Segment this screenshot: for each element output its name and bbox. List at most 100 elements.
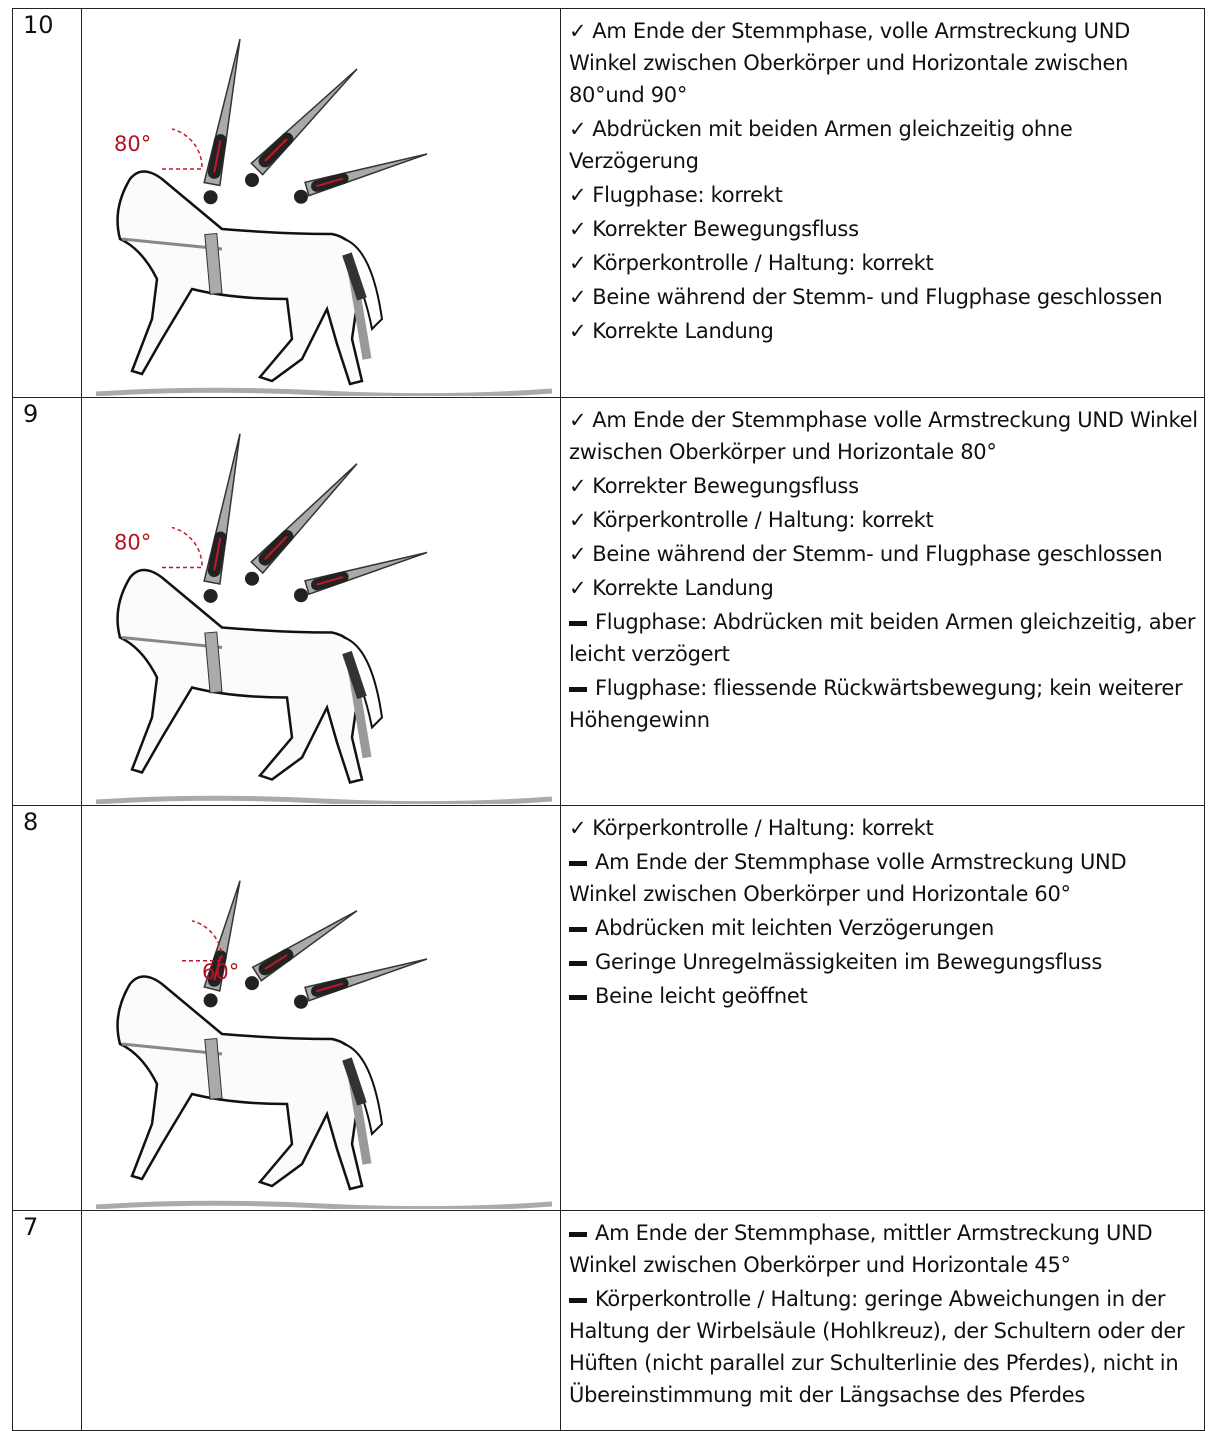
criterion-text: Korrekter Bewegungsfluss [592,217,859,241]
dash-mark: ▬ [569,960,587,966]
horse [116,568,364,784]
vaulter-head [294,588,308,603]
illustration: 80° [95,433,553,804]
check-mark: ✓ [569,183,587,207]
vaulter-leg-red [342,1057,367,1106]
vaulter-head [294,189,308,204]
image-cell [81,1210,561,1431]
illustration: 80° [95,38,553,396]
vaulter-leg-red [342,252,367,301]
criterion-text: Beine während der Stemm- und Flugphase g… [592,542,1163,566]
criterion-text: Flugphase: korrekt [592,183,783,207]
criterion: ▬Flugphase: Abdrücken mit beiden Armen g… [569,606,1198,670]
criterion-text: Am Ende der Stemmphase volle Armstreckun… [569,408,1198,464]
vaulter-stripe [316,576,344,586]
vaulter-stripe [316,177,344,188]
dash-mark: ▬ [569,1231,587,1237]
criterion: ✓ Körperkontrolle / Haltung: korrekt [569,504,1198,536]
check-mark: ✓ [569,816,587,840]
check-mark: ✓ [569,408,587,432]
rein [121,1042,223,1056]
criterion-text: Beine während der Stemm- und Flugphase g… [592,285,1163,309]
vaulter-stripe [264,954,288,970]
criterion-text: Flugphase: fliessende Rückwärtsbewegung;… [569,676,1183,732]
ground [95,795,553,804]
vaulter-head [203,588,218,603]
vaulter-head [203,190,218,205]
vaulter-stripe [264,535,288,560]
criterion: ✓ Beine während der Stemm- und Flugphase … [569,281,1198,313]
description: ✓ Am Ende der Stemmphase, volle Armstreck… [560,8,1205,398]
dash-mark: ▬ [569,994,587,1000]
check-mark: ✓ [569,508,587,532]
criterion-text: Körperkontrolle / Haltung: korrekt [592,251,934,275]
criterion-text: Am Ende der Stemmphase, mittler Armstrec… [569,1221,1153,1277]
check-mark: ✓ [569,542,587,566]
criterion-text: Abdrücken mit beiden Armen gleichzeitig … [569,117,1073,173]
criterion-text: Korrekter Bewegungsfluss [592,474,859,498]
criterion-text: Körperkontrolle / Haltung: korrekt [592,508,934,532]
criterion-text: Flugphase: Abdrücken mit beiden Armen gl… [569,610,1196,666]
criterion-text: Korrekte Landung [592,319,774,343]
criterion: ✓ Korrekter Bewegungsfluss [569,470,1198,502]
check-mark: ✓ [569,576,587,600]
vaulter-head [245,571,259,586]
check-mark: ✓ [569,217,587,241]
illustration: 60° [95,880,553,1209]
angle-arc [162,128,203,170]
ground [95,387,553,396]
horse [116,170,364,386]
score: 10 [12,8,82,398]
criterion: ▬Flugphase: fliessende Rückwärtsbewegung… [569,672,1198,736]
check-mark: ✓ [569,19,587,43]
dash-mark: ▬ [569,620,587,626]
score-table: 10 80° ✓ Am Ende der Stemmphase, volle Arms… [12,8,1205,1431]
check-mark: ✓ [569,251,587,275]
criterion: ▬ Beine leicht geöffnet [569,980,1198,1012]
rein [121,636,223,649]
table-row: 10 80° ✓ Am Ende der Stemmphase, volle Arms… [12,8,1205,398]
horse [116,975,364,1191]
angle-label: 80° [114,531,151,555]
criterion: ✓ Körperkontrolle / Haltung: korrekt [569,247,1198,279]
criterion: ▬ Abdrücken mit leichten Verzögerungen [569,912,1198,944]
vaulter-leg [204,1037,223,1100]
vaulter-stripe [213,140,222,173]
criterion: ✓ Am Ende der Stemmphase, volle Armstreck… [569,15,1198,111]
score: 9 [12,397,82,806]
image-cell: 80° [81,397,561,806]
angle-label: 80° [114,132,151,156]
criterion: ✓ Beine während der Stemm- und Flugphase … [569,538,1198,570]
description: ▬Am Ende der Stemmphase, mittler Armstre… [560,1210,1205,1431]
criterion-text: Körperkontrolle / Haltung: geringe Abwei… [569,1287,1185,1407]
check-mark: ✓ [569,117,587,141]
angle-arc [162,526,203,569]
criterion-text: Am Ende der Stemmphase, volle Armstrecku… [569,19,1131,107]
image-cell: 80° [81,8,561,398]
dash-mark: ▬ [569,686,587,692]
angle-label: 60° [202,960,239,984]
criterion: ▬Körperkontrolle / Haltung: geringe Abwe… [569,1283,1198,1411]
criterion: ✓ Korrekter Bewegungsfluss [569,213,1198,245]
vaulter-head [245,976,259,991]
vaulter-head [245,173,259,187]
criterion-text: Körperkontrolle / Haltung: korrekt [592,816,934,840]
check-mark: ✓ [569,474,587,498]
dash-mark: ▬ [569,926,587,932]
criterion: ✓ Körperkontrolle / Haltung: korrekt [569,812,1198,844]
image-cell: 60° [81,805,561,1211]
check-mark: ✓ [569,319,587,343]
vaulter-stripe [264,138,288,162]
vaulter-stripe [213,537,222,571]
criterion: ▬Am Ende der Stemmphase volle Armstrecku… [569,846,1198,910]
description: ✓Körperkontrolle / Haltung: korrekt▬Am E… [560,805,1205,1211]
criterion-text: Geringe Unregelmässigkeiten im Bewegungs… [595,950,1102,974]
vaulter-leg-red [342,650,367,700]
score: 7 [12,1210,82,1431]
table-row: 9 80° ✓ Am Ende der Stemmphase volle Armstr… [12,397,1205,806]
ground [95,1200,553,1209]
criterion: ✓ Abdrücken mit beiden Armen gleichzeitig… [569,113,1198,177]
criterion-text: Korrekte Landung [592,576,774,600]
criterion: ▬ Geringe Unregelmässigkeiten im Bewegung… [569,946,1198,978]
